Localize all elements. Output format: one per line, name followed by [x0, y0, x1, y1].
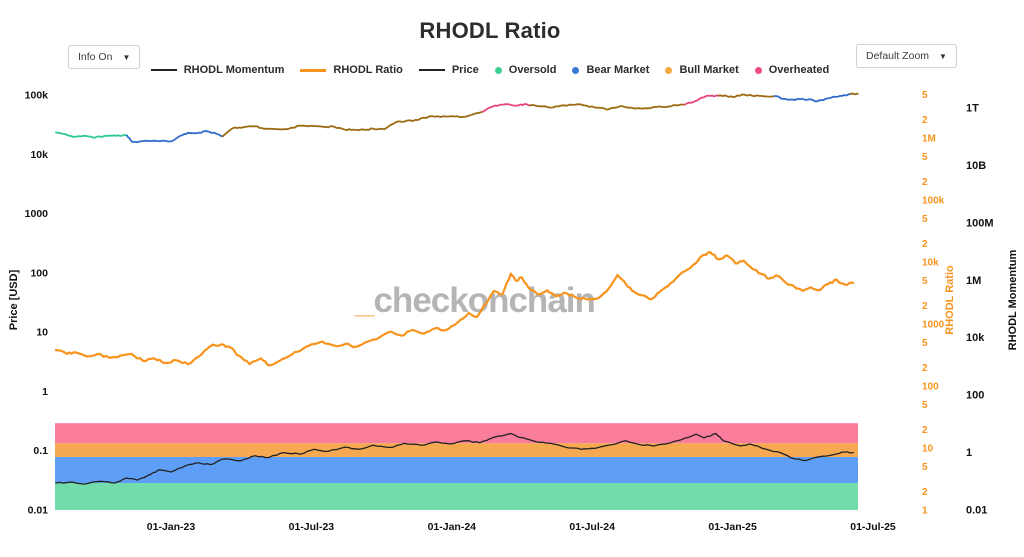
info-toggle-dropdown[interactable]: Info On ▼	[68, 45, 141, 69]
price-axis-tick: 1	[42, 386, 48, 398]
legend-dot-swatch	[665, 66, 673, 74]
legend-item-rhodl-momentum[interactable]: RHODL Momentum	[150, 64, 285, 76]
legend-item-label: Bear Market	[586, 64, 650, 76]
momentum-axis-tick: 0.01	[966, 505, 987, 517]
legend-line-swatch	[300, 68, 327, 72]
price-line-bear-market	[126, 130, 224, 144]
legend-item-label: Bull Market	[679, 64, 739, 76]
info-toggle-label: Info On	[78, 51, 113, 63]
ratio-axis-title: RHODL Ratio	[944, 265, 956, 335]
zone-band-oversold	[55, 483, 858, 510]
zoom-preset-dropdown[interactable]: Default Zoom ▼	[856, 44, 957, 68]
zone-band-overheated	[55, 423, 858, 444]
ratio-axis-tick: 1	[922, 506, 928, 517]
momentum-axis-tick: 10B	[966, 160, 986, 172]
momentum-axis-tick: 1	[966, 447, 972, 459]
rhodl-ratio-line	[54, 250, 855, 367]
ratio-axis-tick: 10k	[922, 258, 939, 269]
ratio-axis-tick: 5	[922, 90, 928, 101]
momentum-axis-tick: 1M	[966, 275, 981, 287]
rhodl-momentum-line	[55, 432, 854, 485]
momentum-zone-bands	[55, 423, 858, 510]
legend-item-bear-market[interactable]: Bear Market	[572, 64, 649, 76]
x-axis-tick: 01-Jul-25	[850, 521, 896, 533]
legend-item-rhodl-ratio[interactable]: RHODL Ratio	[300, 64, 403, 76]
page-title: RHODL Ratio	[419, 18, 561, 43]
price-axis-tick: 100k	[25, 90, 49, 102]
price-line-oversold	[55, 131, 128, 139]
price-axis-tick: 0.01	[28, 504, 49, 516]
legend-line-swatch	[418, 69, 445, 71]
momentum-axis-title: RHODL Momentum	[1007, 249, 1019, 350]
ratio-axis-tick: 2	[922, 363, 928, 374]
x-axis-tick: 01-Jul-24	[569, 521, 615, 533]
ratio-axis-tick: 2	[922, 115, 928, 126]
ratio-axis-tick: 5	[922, 214, 928, 225]
legend-dot-swatch	[754, 66, 762, 74]
momentum-axis-tick: 100	[966, 390, 984, 402]
price-axis-tick: 10	[36, 327, 48, 339]
legend-dot-swatch	[494, 66, 502, 74]
legend-dot-swatch	[572, 66, 580, 74]
checkonchain-watermark: _checkonchain	[354, 281, 595, 320]
momentum-axis-tick: 100M	[966, 217, 994, 229]
legend-item-label: Price	[451, 64, 479, 76]
legend: RHODL Momentum RHODL Ratio Price Oversold Be…	[0, 64, 980, 76]
price-axis-tick: 0.1	[33, 445, 48, 457]
ratio-axis-tick: 10	[922, 444, 934, 455]
ratio-axis-tick: 5	[922, 400, 928, 411]
caret-down-icon: ▼	[122, 52, 131, 62]
price-line-bull-market	[717, 93, 776, 99]
legend-item-label: Oversold	[508, 64, 557, 76]
ratio-axis-tick: 2	[922, 425, 928, 436]
ratio-axis-tick: 1000	[922, 320, 945, 331]
legend-item-label: Overheated	[768, 64, 830, 76]
price-axis-tick: 100	[30, 267, 48, 279]
legend-item-bull-market[interactable]: Bull Market	[665, 64, 739, 76]
x-axis-tick: 01-Jul-23	[289, 521, 335, 533]
legend-item-overheated[interactable]: Overheated	[754, 64, 830, 76]
ratio-axis-tick: 5	[922, 152, 928, 163]
ratio-axis-tick: 5	[922, 276, 928, 287]
legend-item-label: RHODL Momentum	[183, 64, 285, 76]
legend-item-price[interactable]: Price	[418, 64, 479, 76]
price-line-overheated	[481, 103, 532, 113]
price-line-bull-market	[529, 103, 686, 111]
x-axis-tick: 01-Jan-24	[428, 521, 477, 533]
ratio-axis-tick: 5	[922, 338, 928, 349]
zone-band-bull-market	[55, 443, 858, 457]
price-axis-tick: 10k	[30, 149, 48, 161]
price-axis-title: Price [USD]	[8, 269, 20, 330]
zoom-preset-label: Default Zoom	[866, 50, 930, 62]
ratio-axis-tick: 2	[922, 301, 928, 312]
caret-down-icon: ▼	[939, 51, 947, 61]
ratio-axis-tick: 2	[922, 487, 928, 498]
ratio-axis-tick: 5	[922, 462, 928, 473]
legend-line-swatch	[150, 69, 177, 71]
momentum-axis-tick: 1T	[966, 103, 979, 115]
price-line-bull-market	[849, 92, 859, 96]
ratio-axis-tick: 100	[922, 382, 939, 393]
x-axis-tick: 01-Jan-25	[708, 521, 757, 533]
momentum-axis-tick: 10k	[966, 332, 985, 344]
zone-band-bear-market	[55, 457, 858, 483]
price-line-bull-market	[222, 110, 484, 138]
x-axis-tick: 01-Jan-23	[147, 521, 196, 533]
legend-item-label: RHODL Ratio	[333, 64, 403, 76]
ratio-axis-tick: 1M	[922, 134, 936, 145]
ratio-axis-tick: 100k	[922, 196, 945, 207]
price-line-bear-market	[773, 93, 852, 103]
ratio-axis-tick: 2	[922, 177, 928, 188]
price-line-overheated	[684, 94, 720, 106]
legend-item-oversold[interactable]: Oversold	[494, 64, 557, 76]
ratio-axis-tick: 2	[922, 239, 928, 250]
price-axis-tick: 1000	[25, 208, 49, 220]
